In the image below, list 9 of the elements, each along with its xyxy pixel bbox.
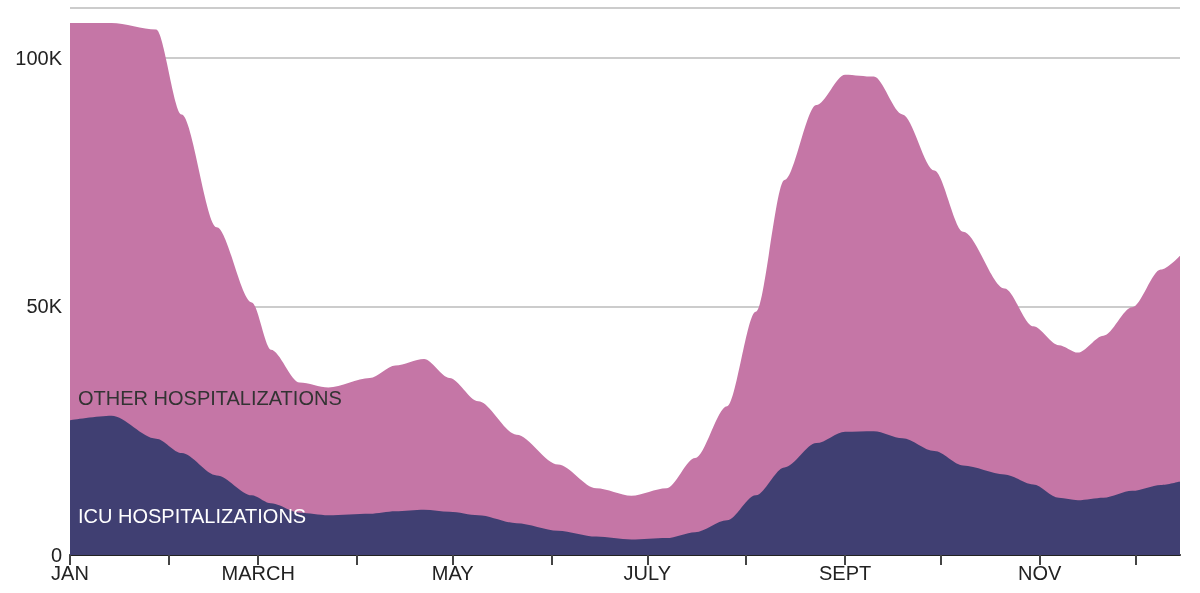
x-tick-label: MARCH [221,562,295,584]
x-tick-label: NOV [1017,562,1062,584]
y-tick-label: 100K [15,46,63,69]
series-label: ICU HOSPITALIZATIONS [78,505,307,528]
x-tick-label: MAY [431,562,474,584]
x-tick-label: SEPT [818,562,872,584]
series-label: OTHER HOSPITALIZATIONS [78,387,342,410]
x-tick-label: JULY [623,562,672,584]
y-tick-label: 50K [26,295,63,318]
